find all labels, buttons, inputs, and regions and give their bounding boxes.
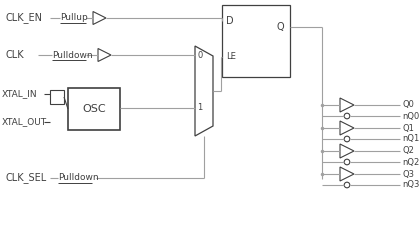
Text: 1: 1 — [197, 103, 202, 113]
Text: nQ3: nQ3 — [402, 181, 419, 189]
Bar — [68, 88, 120, 130]
Text: CLK_SEL: CLK_SEL — [5, 173, 46, 183]
Bar — [222, 5, 290, 77]
Text: Q1: Q1 — [402, 123, 414, 133]
Text: D: D — [226, 16, 234, 26]
Polygon shape — [93, 11, 106, 24]
Polygon shape — [195, 46, 213, 136]
Polygon shape — [340, 167, 354, 181]
Polygon shape — [340, 121, 354, 135]
Text: nQ2: nQ2 — [402, 158, 419, 167]
Text: XTAL_OUT: XTAL_OUT — [2, 117, 47, 127]
Polygon shape — [340, 98, 354, 112]
Text: nQ0: nQ0 — [402, 112, 419, 120]
Text: CLK_EN: CLK_EN — [5, 13, 42, 24]
Text: Q3: Q3 — [402, 169, 414, 178]
Polygon shape — [98, 48, 111, 62]
Bar — [50, 90, 64, 104]
Text: Q: Q — [276, 22, 284, 32]
Text: LE: LE — [226, 52, 236, 61]
Text: Pulldown: Pulldown — [58, 174, 98, 182]
Text: OSC: OSC — [82, 104, 106, 114]
Text: XTAL_IN: XTAL_IN — [2, 89, 38, 99]
Text: CLK: CLK — [5, 50, 23, 60]
Text: Q2: Q2 — [402, 147, 414, 155]
Text: Pullup: Pullup — [60, 14, 88, 23]
Text: Pulldown: Pulldown — [52, 51, 93, 59]
Text: nQ1: nQ1 — [402, 134, 419, 144]
Text: 0: 0 — [197, 51, 202, 59]
Text: Q0: Q0 — [402, 100, 414, 110]
Polygon shape — [340, 144, 354, 158]
